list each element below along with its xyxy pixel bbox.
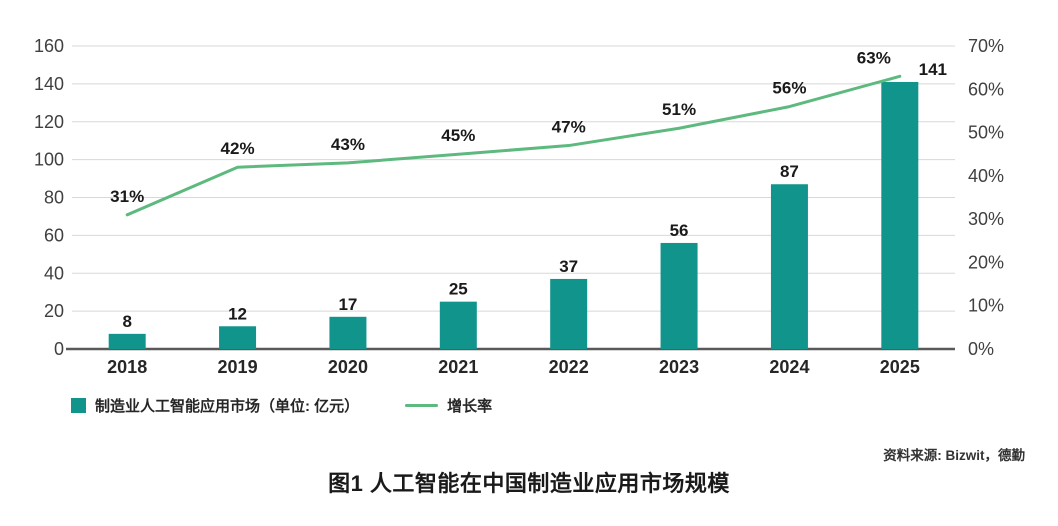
legend-label-bars: 制造业人工智能应用市场（单位: 亿元）	[95, 398, 360, 415]
chart-svg: 0 20 40 60 80 100 120 140 160 0% 10% 20% 30% 40% 50% 60…	[34, 36, 1004, 377]
bar-2023	[660, 242, 698, 349]
left-axis-tick: 0	[54, 339, 64, 359]
x-axis-label: 2021	[438, 357, 478, 377]
x-axis-label: 2023	[659, 357, 699, 377]
bar-2021	[439, 301, 477, 349]
left-axis-tick: 80	[44, 188, 64, 208]
bar-series-swatch	[71, 398, 86, 413]
left-axis-tick: 160	[34, 36, 64, 56]
bar-2018	[108, 333, 146, 349]
line-value-label: 56%	[772, 79, 806, 98]
bar-value-label: 25	[449, 280, 468, 299]
bar-2020	[329, 316, 367, 349]
x-axis-label: 2020	[328, 357, 368, 377]
x-axis-label: 2025	[880, 357, 920, 377]
legend-label-line: 增长率	[447, 398, 493, 415]
right-axis-tick: 70%	[968, 36, 1004, 56]
bar-value-label: 87	[780, 162, 799, 181]
line-value-label: 63%	[857, 48, 891, 67]
source-note: 资料来源: Bizwit，德勤	[883, 448, 1025, 463]
x-axis-label: 2018	[107, 357, 147, 377]
line-value-label: 47%	[552, 118, 586, 137]
right-axis-tick: 60%	[968, 79, 1004, 99]
left-axis-tick: 40	[44, 263, 64, 283]
bar-2025	[881, 81, 919, 349]
bar-value-label: 8	[122, 312, 131, 331]
legend-item-line: 增长率	[405, 395, 492, 416]
right-axis-tick: 50%	[968, 123, 1004, 143]
bar-value-label: 141	[919, 60, 947, 79]
left-axis-tick: 100	[34, 150, 64, 170]
right-axis-tick: 30%	[968, 209, 1004, 229]
x-axis-label: 2022	[549, 357, 589, 377]
left-axis-tick: 120	[34, 112, 64, 132]
right-axis-tick: 0%	[968, 339, 994, 359]
right-axis-tick: 10%	[968, 296, 1004, 316]
right-axis-tick: 20%	[968, 252, 1004, 272]
x-axis-label: 2024	[769, 357, 809, 377]
bar-value-label: 12	[228, 304, 247, 323]
left-axis-tick: 60	[44, 225, 64, 245]
bar-value-label: 37	[559, 257, 578, 276]
bar-value-label: 17	[338, 295, 357, 314]
left-axis-tick: 140	[34, 74, 64, 94]
x-axis-label: 2019	[218, 357, 258, 377]
line-value-label: 43%	[331, 135, 365, 154]
legend-item-bars: 制造业人工智能应用市场（单位: 亿元）	[71, 395, 359, 416]
line-series-swatch	[405, 404, 439, 407]
line-value-label: 31%	[110, 187, 144, 206]
bar-2024	[770, 184, 808, 349]
line-value-label: 51%	[662, 100, 696, 119]
bar-value-label: 56	[670, 221, 689, 240]
chart-legend: 制造业人工智能应用市场（单位: 亿元） 增长率	[71, 395, 492, 416]
bar-2022	[550, 278, 588, 349]
bar-2019	[219, 326, 257, 349]
growth-rate-line	[125, 74, 902, 217]
figure-caption: 图1 人工智能在中国制造业应用市场规模	[328, 471, 730, 496]
right-axis-tick: 40%	[968, 166, 1004, 186]
line-value-label: 45%	[441, 126, 475, 145]
line-value-label: 42%	[221, 139, 255, 158]
left-axis-tick: 20	[44, 301, 64, 321]
